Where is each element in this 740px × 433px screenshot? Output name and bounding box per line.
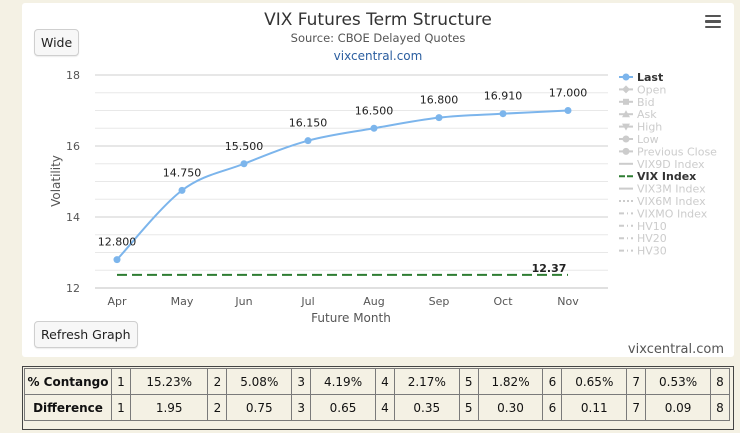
legend-item-label[interactable]: HV10 — [637, 220, 667, 233]
last-data-point — [178, 186, 186, 194]
vix-index-label: 12.37 — [532, 262, 567, 275]
y-tick-label: 12 — [66, 282, 80, 295]
last-data-point — [304, 137, 312, 145]
legend-circle-marker — [622, 73, 630, 81]
legend-item-label[interactable]: VIX6M Index — [637, 195, 706, 208]
month-index-cell: 6 — [542, 368, 563, 395]
value-cell: 5.08% — [226, 368, 293, 395]
x-tick-label: May — [171, 295, 194, 308]
x-tick-label: Nov — [557, 295, 579, 308]
legend-item-label[interactable]: Last — [637, 71, 663, 84]
legend-item-label[interactable]: VIX3M Index — [637, 183, 706, 196]
legend-item-label[interactable]: Low — [637, 133, 659, 146]
month-index-cell: 4 — [374, 394, 395, 421]
legend-circle-marker — [622, 147, 630, 155]
x-axis-title: Future Month — [311, 311, 391, 325]
value-cell: 1.95 — [129, 394, 209, 421]
legend-triangle-marker — [622, 110, 630, 118]
month-index-cell: 3 — [291, 394, 312, 421]
last-data-label: 14.750 — [163, 166, 202, 179]
month-index-cell: 6 — [542, 394, 563, 421]
chart-subtitle: Source: CBOE Delayed Quotes — [290, 31, 466, 45]
value-cell: 0.35 — [393, 394, 460, 421]
hamburger-menu-icon[interactable] — [705, 15, 721, 29]
legend-item-label[interactable]: HV20 — [637, 232, 667, 245]
value-cell: 15.23% — [129, 368, 209, 395]
table-row: Difference 1 1.95 2 0.75 3 0.65 4 0.35 5 0.30 6 0.11… — [24, 394, 730, 421]
value-cell: 0.65 — [310, 394, 376, 421]
value-cell: 0.65% — [561, 368, 628, 395]
y-tick-label: 16 — [66, 140, 80, 153]
last-data-label: 16.500 — [355, 104, 394, 117]
last-data-point — [240, 160, 248, 168]
legend-circle-marker — [622, 135, 630, 143]
wide-button[interactable]: Wide — [34, 29, 80, 56]
row-header: % Contango — [24, 368, 112, 395]
value-cell: 2.17% — [393, 368, 460, 395]
value-cell: 0.09 — [645, 394, 711, 421]
legend-square-marker — [623, 98, 629, 105]
legend-item-label[interactable]: High — [637, 121, 662, 134]
value-cell: 0.53% — [645, 368, 711, 395]
refresh-graph-button[interactable]: Refresh Graph — [34, 321, 138, 348]
last-series-line — [116, 109, 569, 261]
x-tick-label: Jun — [234, 295, 252, 308]
month-index-cell: 1 — [111, 368, 131, 395]
site-link[interactable]: vixcentral.com — [333, 49, 423, 63]
last-data-point — [435, 114, 443, 122]
watermark: vixcentral.com — [627, 342, 724, 357]
month-index-cell: 1 — [111, 394, 131, 421]
value-cell: 0.30 — [477, 394, 544, 421]
last-data-label: 15.500 — [225, 140, 264, 153]
legend-triangle-down-marker — [622, 123, 630, 131]
last-data-point — [499, 110, 507, 118]
last-data-label: 16.910 — [484, 90, 523, 103]
last-data-label: 17.000 — [549, 87, 588, 100]
value-cell: 4.19% — [310, 368, 376, 395]
month-index-cell: 4 — [374, 368, 395, 395]
legend-item-label[interactable]: Bid — [637, 96, 655, 109]
value-cell: 1.82% — [477, 368, 544, 395]
last-data-label: 16.150 — [289, 117, 328, 130]
legend-item-label[interactable]: VIX9D Index — [637, 158, 705, 171]
last-data-point — [113, 256, 121, 264]
month-index-cell: 2 — [207, 394, 228, 421]
x-tick-label: Sep — [429, 295, 450, 308]
legend-item-label[interactable]: VIX Index — [637, 170, 696, 183]
table-row: % Contango 1 15.23% 2 5.08% 3 4.19% 4 2.17% 5 1.82… — [24, 368, 730, 395]
month-index-cell: 3 — [291, 368, 312, 395]
y-axis-title: Volatility — [49, 155, 63, 207]
value-cell: 0.75 — [226, 394, 293, 421]
month-index-cell: 8 — [710, 368, 730, 395]
term-structure-chart: 12 14 16 18 Apr May Jun Jul Aug Sep Oct Nov Future M… — [49, 69, 717, 325]
month-index-cell: 5 — [458, 394, 479, 421]
value-cell: 0.11 — [561, 394, 628, 421]
month-index-cell: 2 — [207, 368, 228, 395]
legend-item-label[interactable]: Ask — [637, 108, 657, 121]
legend-item-label[interactable]: Previous Close — [637, 145, 717, 158]
last-data-point — [370, 124, 378, 132]
legend-diamond-marker — [622, 85, 630, 94]
chart-title: VIX Futures Term Structure — [264, 10, 492, 30]
legend-item-label[interactable]: Open — [637, 83, 666, 96]
x-tick-label: Apr — [107, 295, 127, 308]
x-tick-label: Oct — [493, 295, 513, 308]
chart-panel: VIX Futures Term Structure Source: CBOE … — [22, 3, 734, 357]
last-data-label: 12.800 — [98, 236, 137, 249]
month-index-cell: 8 — [710, 394, 730, 421]
y-tick-label: 14 — [66, 211, 80, 224]
month-index-cell: 5 — [458, 368, 479, 395]
legend-item-label[interactable]: VIXMO Index — [637, 207, 708, 220]
y-tick-label: 18 — [66, 69, 80, 82]
month-index-cell: 7 — [626, 394, 647, 421]
x-tick-label: Aug — [363, 295, 384, 308]
last-data-point — [564, 107, 572, 114]
contango-table: % Contango 1 15.23% 2 5.08% 3 4.19% 4 2.17% 5 1.82… — [24, 368, 730, 421]
x-tick-label: Jul — [300, 295, 314, 308]
legend-item-label[interactable]: HV30 — [637, 245, 667, 258]
last-data-label: 16.800 — [420, 94, 459, 107]
month-index-cell: 7 — [626, 368, 647, 395]
row-header: Difference — [24, 394, 112, 421]
